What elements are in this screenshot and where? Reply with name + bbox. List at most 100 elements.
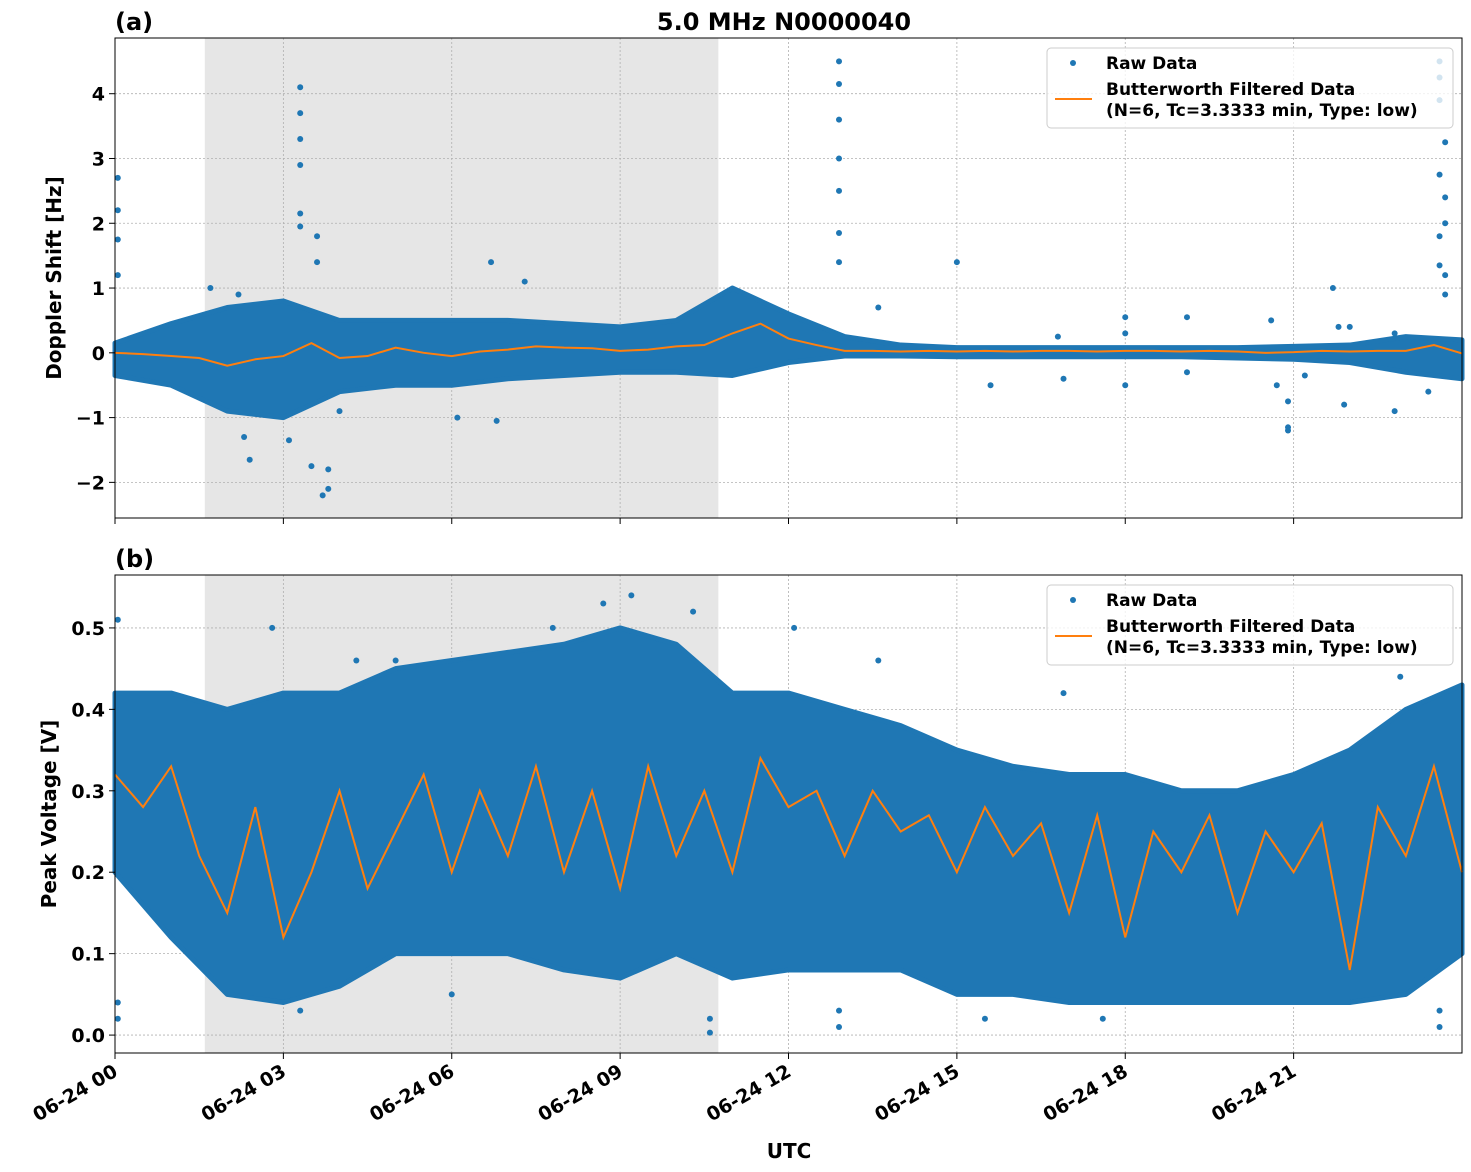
chart-title: 5.0 MHz N0000040 [657,8,911,36]
raw-data-point [297,210,304,217]
x-tick-label: 06-24 18 [1039,1060,1131,1126]
y-tick-label: 0.4 [71,699,105,721]
legend-raw-label: Raw Data [1106,591,1197,611]
raw-data-point [285,437,292,444]
raw-data-point [207,285,214,292]
raw-data-point [1329,285,1336,292]
raw-data-point [325,485,332,492]
raw-data-point [521,278,528,285]
raw-data-point [1060,690,1067,697]
raw-data-point [1099,1015,1106,1022]
raw-data-point [336,408,343,415]
y-tick-label: 0.2 [71,862,105,884]
raw-data-point [392,657,399,664]
raw-data-point [314,259,321,266]
raw-data-point [1273,382,1280,389]
raw-data-point [1285,424,1292,431]
raw-data-point [269,624,276,631]
raw-data-point [297,161,304,168]
raw-data-point [235,291,242,298]
raw-data-point [1425,388,1432,395]
legend-raw-marker [1070,597,1076,603]
raw-data-point [836,80,843,87]
raw-data-point [454,414,461,421]
raw-data-point [791,624,798,631]
raw-data-point [1442,139,1449,146]
raw-data-point [1285,398,1292,405]
raw-data-point [600,600,607,607]
raw-data-point [297,223,304,230]
x-tick-label: 06-24 21 [1208,1060,1300,1126]
raw-data-point [706,1015,713,1022]
legend-filtered-label: Butterworth Filtered Data [1106,617,1355,637]
raw-data-point [114,1015,121,1022]
panel-a: −2 −1 0 1 2 3 4 Raw Data Butterworth Filtered Da… [76,37,1465,524]
raw-data-point [1436,1023,1443,1030]
filtered-data-line [114,322,1463,367]
legend: Raw Data Butterworth Filtered Data(N=6, T… [1046,47,1454,129]
y-axis-label-b: Peak Voltage [V] [37,720,61,909]
raw-data-point [297,110,304,117]
raw-data-point [319,492,326,499]
raw-data-point [1060,375,1067,382]
raw-data-point [246,456,253,463]
legend: Raw Data Butterworth Filtered Data(N=6, T… [1046,584,1454,666]
raw-data-point [1397,673,1404,680]
panel-b: 0.0 0.1 0.2 0.3 0.4 0.5 06-24 00 06-24 03 06-24 … [29,574,1465,1126]
raw-data-point [1122,330,1129,337]
legend-box [1046,47,1454,129]
raw-data-point [325,466,332,473]
raw-data-point [114,999,121,1006]
raw-data-point [836,229,843,236]
y-tick-label: 0.3 [71,781,105,803]
raw-data-point [1436,1007,1443,1014]
raw-data-point [314,233,321,240]
raw-data-point [493,417,500,424]
legend-filtered-params: (N=6, Tc=3.3333 min, Type: low) [1106,638,1418,658]
y-tick-label: 4 [92,84,105,106]
raw-data-point [836,1007,843,1014]
raw-data-point [241,434,248,441]
legend-raw-label: Raw Data [1106,54,1197,74]
y-tick-label: 2 [92,213,105,235]
raw-data-point [1335,323,1342,330]
x-axis-label: UTC [767,1139,812,1163]
y-tick-label: 0.1 [71,944,105,966]
x-tick-label: 06-24 09 [534,1060,626,1126]
raw-data-point [114,174,121,181]
raw-data-point [836,155,843,162]
raw-data-point [1268,317,1275,324]
y-tick-label: 0.5 [71,618,105,640]
raw-data-point [1391,408,1398,415]
x-tick-label: 06-24 12 [703,1060,795,1126]
raw-data-point [114,236,121,243]
raw-data-point [836,58,843,65]
legend-box [1046,584,1454,666]
raw-data-point [114,616,121,623]
y-tick-label: −1 [76,408,105,430]
raw-data-point [987,382,994,389]
raw-data-point [488,259,495,266]
raw-data-point [297,1007,304,1014]
raw-data-point [1436,233,1443,240]
raw-data-point [1391,330,1398,337]
x-tick-label: 06-24 06 [366,1060,458,1126]
y-tick-label: 0.0 [71,1025,105,1047]
raw-data-point [1442,220,1449,227]
raw-data-point [297,84,304,91]
raw-data-point [1346,323,1353,330]
raw-data-point [297,136,304,143]
raw-data-point [981,1015,988,1022]
y-tick-label: 0 [92,343,105,365]
legend-raw-marker [1070,60,1076,66]
y-axis-label-a: Doppler Shift [Hz] [42,176,66,380]
raw-data-point [308,463,315,470]
raw-data-point [448,991,455,998]
raw-data-point [1183,314,1190,321]
raw-data-point [549,624,556,631]
raw-data-point [1122,314,1129,321]
raw-data-point [1442,272,1449,279]
panel-a-label: (a) [115,8,153,36]
raw-data-point [836,116,843,123]
